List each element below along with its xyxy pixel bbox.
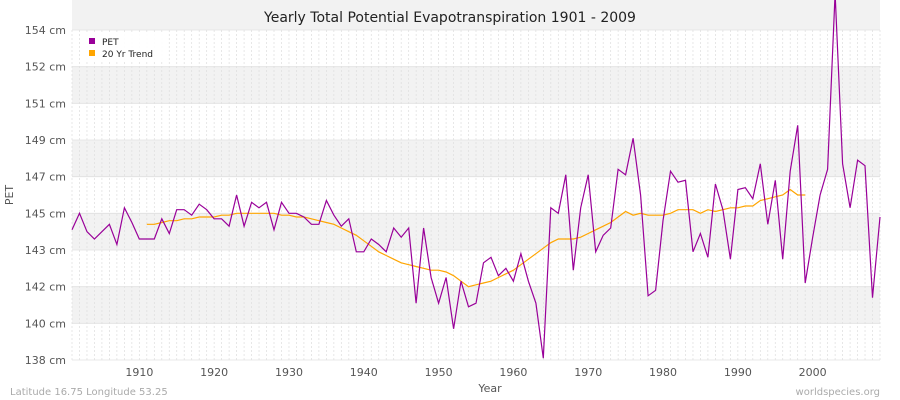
- plot-band: [72, 103, 880, 140]
- pet-series-line: [71, 0, 881, 359]
- footer-location: Latitude 16.75 Longitude 53.25: [10, 387, 168, 398]
- legend-label-pet: PET: [102, 38, 119, 48]
- x-tick-label: 2000: [799, 366, 827, 379]
- legend-label-trend: 20 Yr Trend: [102, 50, 153, 60]
- chart-title: Yearly Total Potential Evapotranspiratio…: [263, 10, 636, 26]
- legend-swatch-pet: [89, 38, 95, 44]
- x-tick-label: 1920: [200, 366, 228, 379]
- y-tick-label: 154 cm: [25, 24, 66, 37]
- y-tick-label: 140 cm: [25, 317, 66, 330]
- plot-band: [72, 30, 880, 67]
- plot-band: [72, 323, 880, 360]
- y-tick-label: 138 cm: [25, 354, 66, 367]
- plot-band: [72, 66, 880, 104]
- y-tick-label: 149 cm: [25, 134, 66, 147]
- plot-band: [72, 250, 880, 287]
- x-tick-label: 1980: [649, 366, 677, 379]
- x-tick-label: 1930: [275, 366, 303, 379]
- y-tick-label: 147 cm: [25, 171, 66, 184]
- y-axis-ticks: 138 cm 140 cm 142 cm 143 cm 145 cm 147 cm 149 …: [25, 0, 66, 367]
- x-tick-label: 1990: [724, 366, 752, 379]
- y-tick-label: 151 cm: [25, 97, 66, 110]
- footer-source: worldspecies.org: [796, 387, 880, 398]
- x-tick-label: 1950: [425, 366, 453, 379]
- plot-band: [72, 0, 880, 31]
- trend-series-line: [146, 188, 806, 288]
- legend: PET 20 Yr Trend: [80, 34, 166, 62]
- plot-band: [72, 286, 880, 324]
- y-tick-label: 142 cm: [25, 281, 66, 294]
- x-tick-label: 1970: [574, 366, 602, 379]
- vertical-gridlines: [71, 30, 881, 360]
- legend-swatch-trend: [89, 50, 95, 56]
- y-axis-title: PET: [3, 185, 16, 206]
- x-axis-ticks: 1910 1920 1930 1940 1950 1960 1970 1980 1990 2000: [125, 366, 826, 379]
- x-axis-title: Year: [477, 382, 502, 395]
- y-tick-label: 143 cm: [25, 244, 66, 257]
- x-tick-label: 1910: [125, 366, 153, 379]
- x-tick-label: 1940: [350, 366, 378, 379]
- y-tick-label: 145 cm: [25, 207, 66, 220]
- horizontal-gridlines: [72, 29, 880, 361]
- y-tick-label: 152 cm: [25, 61, 66, 74]
- x-tick-label: 1960: [499, 366, 527, 379]
